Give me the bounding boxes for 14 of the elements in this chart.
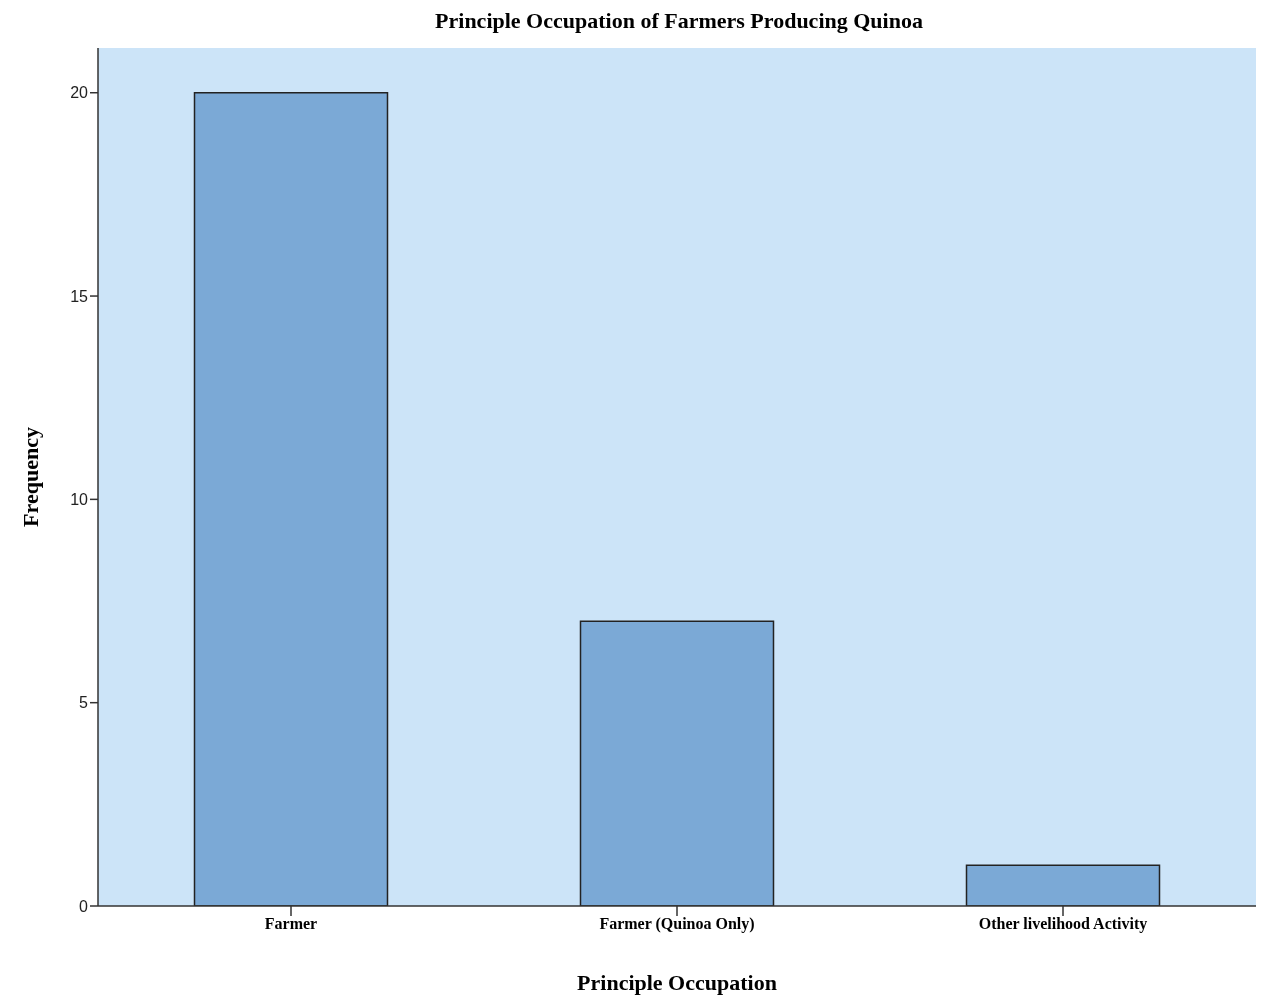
y-tick-label: 0	[79, 897, 89, 915]
chart-title: Principle Occupation of Farmers Producing Quinoa	[434, 8, 924, 34]
y-tick-label: 10	[70, 491, 89, 509]
y-axis-title: Frequency	[17, 427, 43, 527]
x-tick-label: Other livelihood Activity	[978, 915, 1148, 934]
y-tick-label: 15	[70, 287, 89, 305]
bar	[193, 91, 389, 906]
x-tick-label: Farmer	[264, 915, 318, 933]
x-tick-label: Farmer (Quinoa Only)	[599, 915, 755, 934]
bar	[579, 620, 775, 906]
y-tick-label: 20	[70, 84, 89, 102]
x-axis-title: Principle Occupation	[577, 970, 777, 995]
bar	[965, 864, 1161, 906]
y-tick-label: 5	[79, 694, 89, 712]
